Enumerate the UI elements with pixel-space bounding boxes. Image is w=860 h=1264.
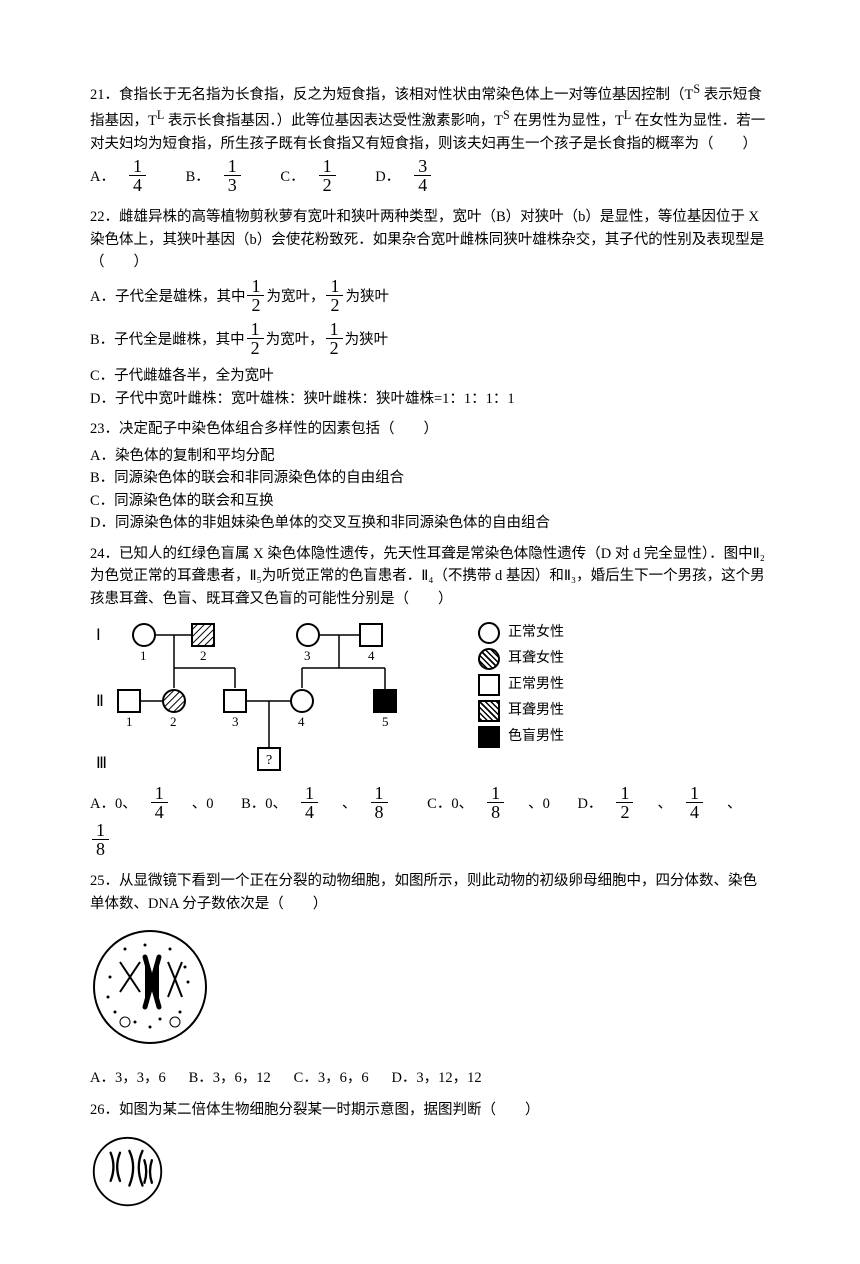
q23-opt-b: B．同源染色体的联会和非同源染色体的自由组合: [90, 467, 770, 489]
q22-opt-a: A．子代全是雄株，其中12为宽叶，12为狭叶: [90, 279, 770, 316]
i2-square: [192, 624, 214, 646]
legend-deaf-male-icon: [478, 700, 500, 722]
opt-d: D．3，12，12: [391, 1070, 481, 1086]
q22-opt-c: C．子代雌雄各半，全为宽叶: [90, 365, 770, 387]
q21-options: A．14 B．13 C．12 D．34: [90, 159, 770, 196]
pedigree-legend: 正常女性 耳聋女性 正常男性 耳聋男性 色盲男性: [478, 618, 564, 752]
legend-normal-male-icon: [478, 674, 500, 696]
opt-d: D．34: [375, 169, 455, 185]
q22-opt-b: B．子代全是雌株，其中12为宽叶，12为狭叶: [90, 322, 770, 359]
opt-b: B．13: [186, 169, 265, 185]
q22-opt-d: D．子代中宽叶雌株：宽叶雄株：狭叶雌株：狭叶雄株=1：1：1：1: [90, 388, 770, 410]
cell-diagram-2: [90, 1134, 165, 1209]
svg-text:1: 1: [140, 648, 147, 663]
pedigree-figure: Ⅰ Ⅱ Ⅲ 1 2 3 4 1 2 3 4: [90, 618, 770, 778]
q21-stem: 21．食指长于无名指为长食指，反之为短食指，该相对性状由常染色体上一对等位基因控…: [90, 80, 770, 155]
svg-text:3: 3: [304, 648, 311, 663]
svg-text:1: 1: [126, 714, 133, 729]
ii4-circle: [291, 690, 313, 712]
legend-deaf-female-icon: [478, 648, 500, 670]
svg-text:3: 3: [232, 714, 239, 729]
svg-text:2: 2: [170, 714, 177, 729]
q23-opt-c: C．同源染色体的联会和互换: [90, 490, 770, 512]
q22-stem: 22．雌雄异株的高等植物剪秋萝有宽叶和狭叶两种类型，宽叶（B）对狭叶（b）是显性…: [90, 206, 770, 273]
gen-3-label: Ⅲ: [96, 755, 107, 772]
svg-text:2: 2: [200, 648, 207, 663]
i1-circle: [133, 624, 155, 646]
i4-square: [360, 624, 382, 646]
ii5-square: [374, 690, 396, 712]
opt-a: A．14: [90, 169, 170, 185]
q26-stem: 26．如图为某二倍体生物细胞分裂某一时期示意图，据图判断（ ）: [90, 1099, 770, 1121]
ii2-circle: [163, 690, 185, 712]
legend-normal-female-icon: [478, 622, 500, 644]
svg-text:4: 4: [368, 648, 375, 663]
q23-stem: 23．决定配子中染色体组合多样性的因素包括（ ）: [90, 418, 770, 440]
q25-stem: 25．从显微镜下看到一个正在分裂的动物细胞，如图所示，则此动物的初级卵母细胞中，…: [90, 870, 770, 915]
q23-opt-d: D．同源染色体的非姐妹染色单体的交叉互换和非同源染色体的自由组合: [90, 512, 770, 534]
ii3-square: [224, 690, 246, 712]
svg-text:5: 5: [382, 714, 389, 729]
opt-b: B．3，6，12: [189, 1070, 271, 1086]
pedigree-svg: Ⅰ Ⅱ Ⅲ 1 2 3 4 1 2 3 4: [90, 618, 460, 778]
i3-circle: [297, 624, 319, 646]
legend-colorblind-male-icon: [478, 726, 500, 748]
opt-c: C．3，6，6: [294, 1070, 369, 1086]
q23-opt-a: A．染色体的复制和平均分配: [90, 445, 770, 467]
gen-1-label: Ⅰ: [96, 627, 101, 644]
opt-a: A．3，3，6: [90, 1070, 166, 1086]
q25-options: A．3，3，6 B．3，6，12 C．3，6，6 D．3，12，12: [90, 1067, 770, 1089]
text: 21．食指长于无名指为长食指，反之为短食指，该相对性状由常染色体上一对等位基因控…: [90, 87, 765, 152]
cell-diagram-1: [90, 927, 210, 1047]
svg-text:?: ?: [266, 753, 272, 768]
opt-b: B．0、14、18: [241, 796, 411, 812]
q24-options: A．0、14、0 B．0、14、18 C．0、18、0 D．12、14、18: [90, 786, 770, 860]
svg-text:4: 4: [298, 714, 305, 729]
opt-a: A．0、14、0: [90, 796, 225, 812]
opt-c: C．12: [280, 169, 359, 185]
q24-stem: 24．已知人的红绿色盲属 X 染色体隐性遗传，先天性耳聋是常染色体隐性遗传（D …: [90, 543, 770, 610]
gen-2-label: Ⅱ: [96, 693, 104, 710]
ii1-square: [118, 690, 140, 712]
opt-c: C．0、18、0: [427, 796, 562, 812]
